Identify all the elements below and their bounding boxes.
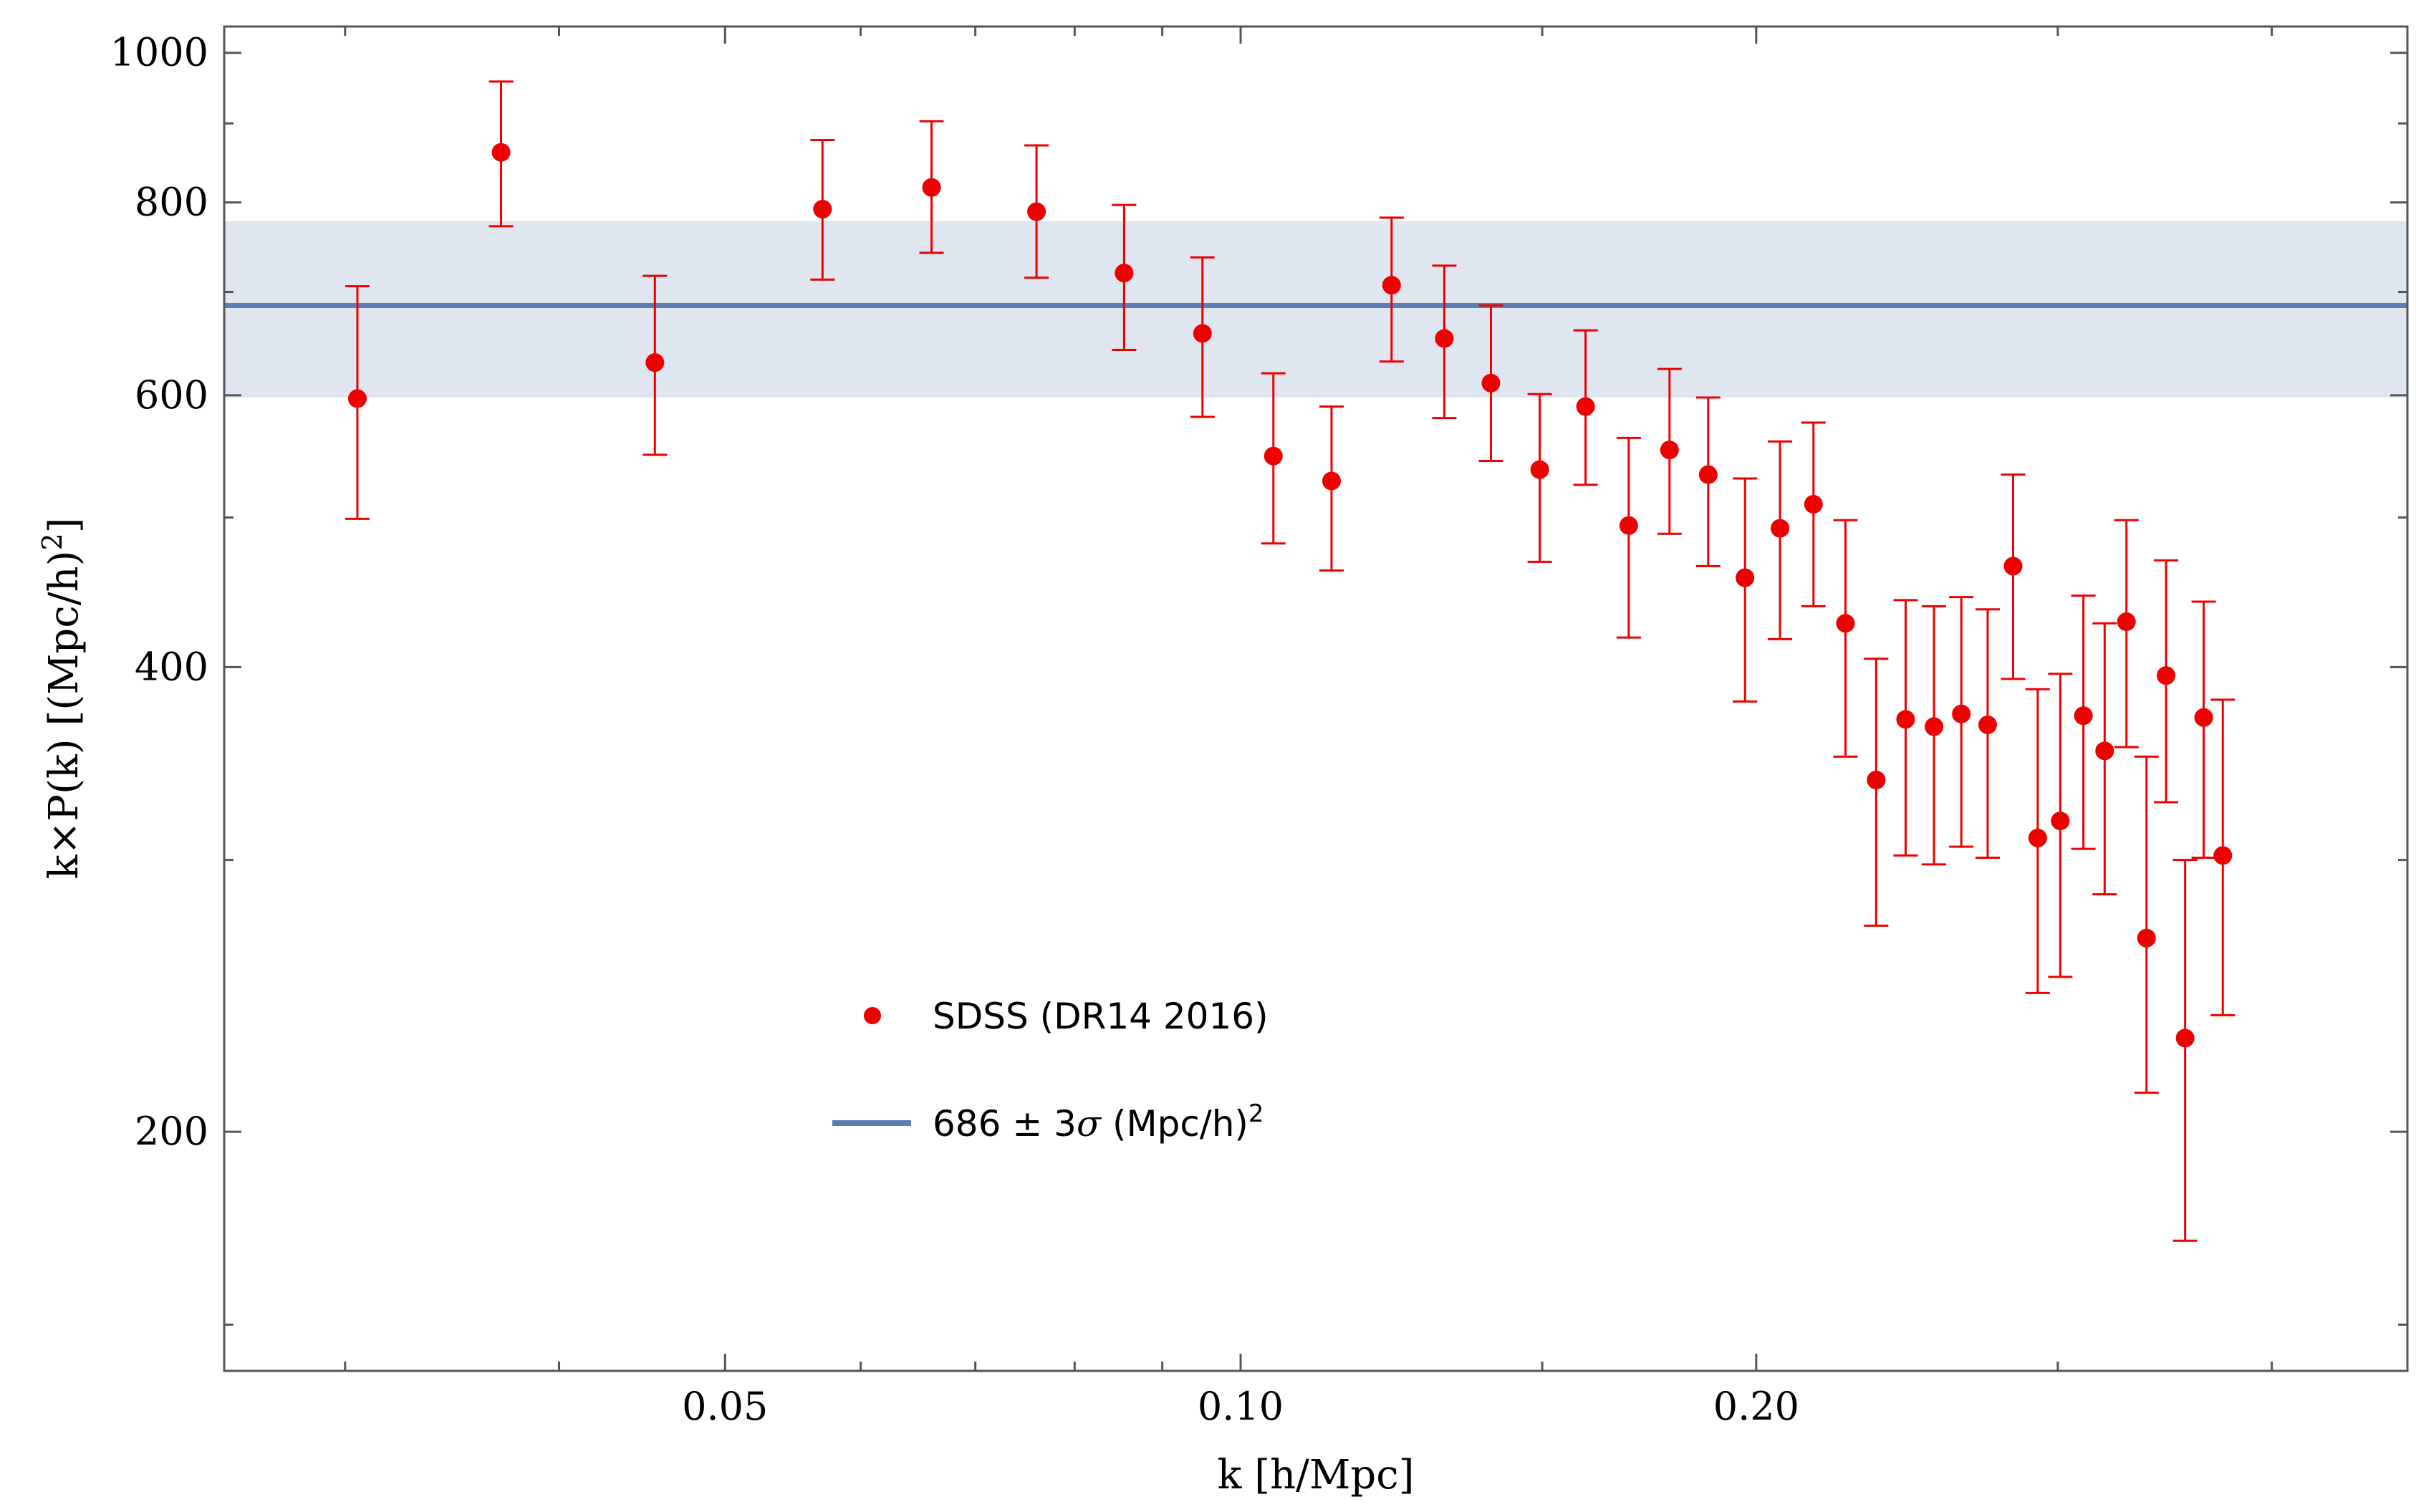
data-point — [1193, 324, 1212, 343]
data-point — [2051, 812, 2070, 831]
data-point — [1322, 471, 1341, 491]
legend-band-sigma: σ — [1077, 1103, 1102, 1145]
data-point — [813, 199, 832, 218]
legend: SDSS (DR14 2016) 686 ± 3σ (Mpc/h)2 — [832, 996, 1269, 1145]
plot-frame — [223, 25, 2409, 1372]
axes-layer: 0.05 0.10 0.20 200 400 600 800 1000 — [110, 27, 2407, 1429]
data-point — [2194, 708, 2213, 727]
data-point — [1576, 397, 1595, 416]
legend-band-unit: (Mpc/h) — [1101, 1103, 1248, 1145]
data-point — [645, 353, 665, 372]
data-layer — [345, 80, 2235, 1242]
data-point — [1804, 494, 1823, 514]
data-point — [1264, 446, 1283, 466]
data-point — [2117, 612, 2136, 632]
data-point — [1867, 771, 1886, 790]
y-axis-title-main: k×P(k) [(Mpc/h) — [41, 551, 87, 880]
data-point — [2157, 666, 2176, 685]
data-point — [2095, 741, 2114, 761]
legend-marker-sdss — [864, 1007, 881, 1024]
legend-band-superscript: 2 — [1248, 1099, 1264, 1128]
data-point — [2213, 846, 2233, 865]
data-point — [1698, 465, 1718, 484]
x-tick-label: 0.05 — [682, 1384, 768, 1429]
data-point — [1736, 568, 1755, 587]
data-point — [1115, 264, 1134, 283]
data-point — [1771, 519, 1790, 538]
band-layer — [224, 221, 2407, 398]
data-point — [1481, 373, 1501, 393]
legend-label-band: 686 ± 3σ (Mpc/h)2 — [933, 1099, 1264, 1145]
data-point — [2175, 1029, 2195, 1048]
data-point — [1435, 329, 1454, 348]
x-axis-title: k [h/Mpc] — [1218, 1452, 1415, 1498]
data-point — [491, 143, 511, 162]
x-tick-label: 0.20 — [1713, 1384, 1799, 1429]
data-point — [1952, 704, 1971, 723]
y-tick-label: 400 — [135, 644, 208, 689]
data-point — [922, 178, 941, 197]
x-tick-label: 0.10 — [1198, 1384, 1284, 1429]
legend-band-prefix: 686 ± 3 — [933, 1103, 1077, 1145]
y-axis-title: k×P(k) [(Mpc/h)2] — [37, 517, 87, 879]
sigma-band — [224, 221, 2407, 398]
y-tick-label: 600 — [135, 372, 208, 418]
y-axis-title-superscript: 2 — [37, 533, 68, 550]
data-point — [1896, 710, 1915, 729]
legend-label-sdss: SDSS (DR14 2016) — [933, 996, 1269, 1037]
data-point — [1027, 202, 1046, 221]
data-point — [1660, 440, 1679, 460]
y-tick-label: 1000 — [110, 30, 208, 75]
y-tick-label: 800 — [135, 180, 208, 225]
data-point — [1978, 715, 1997, 734]
data-point — [1619, 516, 1638, 535]
data-point — [1925, 717, 1944, 736]
data-point — [1836, 614, 1855, 633]
data-point — [2028, 828, 2047, 847]
data-point — [2074, 706, 2093, 726]
data-point — [2137, 928, 2156, 948]
y-tick-label: 200 — [135, 1109, 208, 1154]
data-point — [1382, 276, 1401, 295]
data-point — [2003, 557, 2023, 576]
data-point — [347, 389, 367, 408]
y-axis-title-close: ] — [41, 517, 87, 533]
data-point — [1530, 460, 1549, 479]
